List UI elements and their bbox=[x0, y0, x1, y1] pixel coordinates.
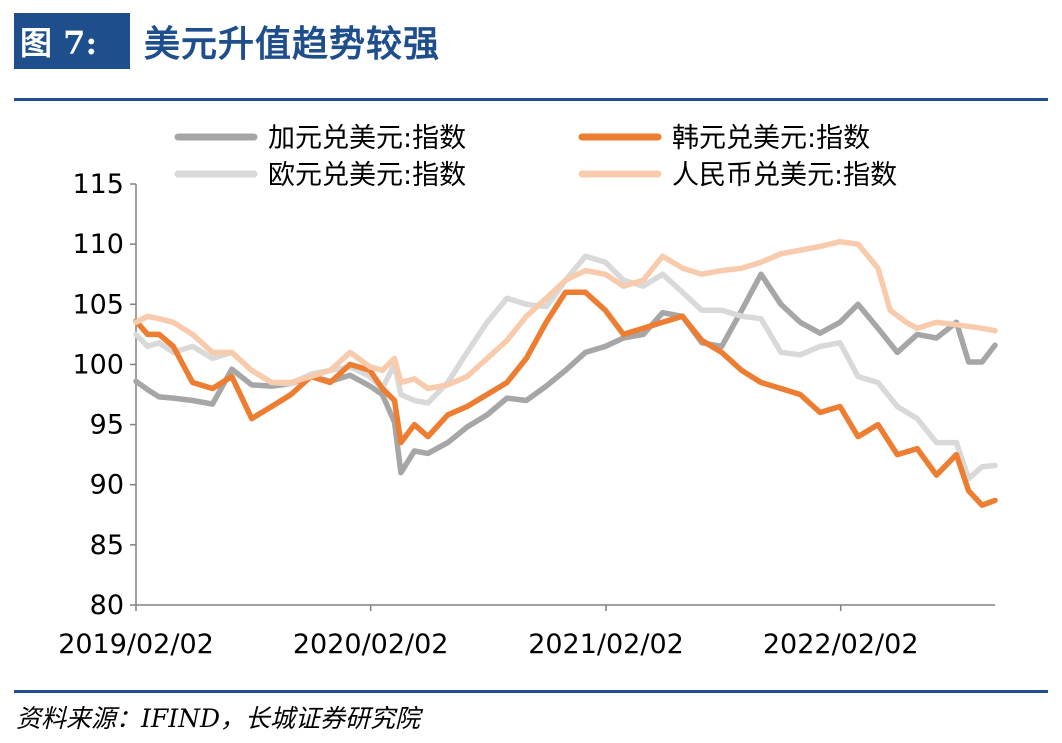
y-tick-label: 100 bbox=[72, 349, 124, 380]
legend-label: 加元兑美元:指数 bbox=[268, 123, 466, 154]
x-tick-label: 2021/02/02 bbox=[528, 629, 684, 660]
x-tick-label: 2022/02/02 bbox=[763, 629, 919, 660]
line-chart: 115 110 105 100 95 90 85 80 2019/02/02 2020/02/02… bbox=[58, 123, 998, 660]
legend-label: 韩元兑美元:指数 bbox=[672, 123, 870, 154]
y-tick-label: 105 bbox=[72, 289, 124, 320]
series-line-3 bbox=[133, 238, 998, 392]
top-divider bbox=[14, 98, 1048, 101]
y-tick-label: 95 bbox=[90, 410, 124, 441]
y-tick-label: 115 bbox=[72, 169, 124, 200]
y-tick-label: 90 bbox=[90, 470, 124, 501]
series-line-0 bbox=[133, 271, 998, 476]
x-tick-label: 2019/02/02 bbox=[58, 629, 214, 660]
figure-number: 图 7: bbox=[14, 13, 130, 69]
x-tick-label: 2020/02/02 bbox=[293, 629, 449, 660]
y-tick-label: 80 bbox=[90, 590, 124, 621]
y-tick-label: 110 bbox=[72, 229, 124, 260]
figure-header: 图 7: 美元升值趋势较强 bbox=[14, 12, 440, 70]
y-tick-label: 85 bbox=[90, 530, 124, 561]
legend-label: 欧元兑美元:指数 bbox=[268, 160, 466, 191]
bottom-divider bbox=[14, 690, 1048, 693]
source-note: 资料来源：IFIND，长城证券研究院 bbox=[16, 704, 421, 733]
series-line-2 bbox=[133, 289, 998, 508]
legend-label: 人民币兑美元:指数 bbox=[672, 160, 897, 191]
figure-title: 美元升值趋势较强 bbox=[144, 23, 441, 65]
